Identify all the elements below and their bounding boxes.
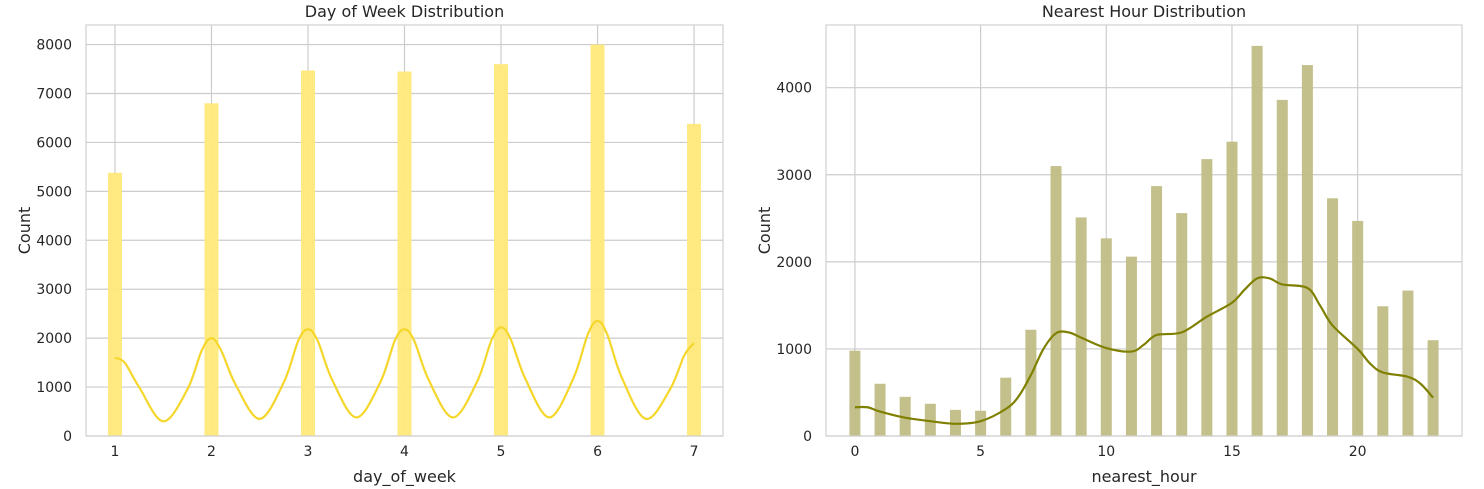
bar-nearest-hour-10 xyxy=(1100,238,1112,436)
x-axis-label-nearest-hour: nearest_hour xyxy=(1091,467,1197,487)
bars-day-of-week xyxy=(107,44,702,437)
x-tick-label: 7 xyxy=(690,444,699,460)
x-tick-label: 2 xyxy=(207,444,216,460)
bar-nearest-hour-19 xyxy=(1327,198,1339,436)
bar-nearest-hour-22 xyxy=(1402,290,1414,436)
kde-nearest-hour xyxy=(854,276,1434,425)
x-tick-label: 20 xyxy=(1349,444,1367,460)
bars-nearest-hour xyxy=(849,45,1439,437)
y-tick-label: 6000 xyxy=(36,135,72,151)
bar-nearest-hour-16 xyxy=(1251,45,1263,436)
x-tick-label: 5 xyxy=(976,444,985,460)
bar-day-of-week-2 xyxy=(204,103,219,437)
bar-nearest-hour-21 xyxy=(1377,306,1389,436)
x-tick-label: 6 xyxy=(593,444,602,460)
y-tick-label: 0 xyxy=(803,429,812,445)
bar-nearest-hour-20 xyxy=(1352,220,1364,436)
bar-nearest-hour-17 xyxy=(1276,99,1288,436)
y-tick-label: 4000 xyxy=(776,81,812,97)
x-ticks-nearest-hour: 0 5 10 15 20 xyxy=(850,444,1366,460)
chart-nearest-hour: 0 5 10 15 20 0 1000 2000 3000 4000 Nearest Hour … xyxy=(755,2,1463,487)
bar-nearest-hour-5 xyxy=(975,410,987,436)
bar-nearest-hour-11 xyxy=(1125,256,1137,436)
bar-nearest-hour-13 xyxy=(1176,213,1188,436)
y-axis-label-nearest-hour: Count xyxy=(755,207,774,255)
bar-nearest-hour-0 xyxy=(849,350,861,436)
kde-day-of-week xyxy=(114,319,695,423)
x-ticks-day-of-week: 1 2 3 4 5 6 7 xyxy=(110,444,698,460)
chart-day-of-week: 1 2 3 4 5 6 7 0 1000 2000 3000 4000 5000 6000 7000 800… xyxy=(15,2,724,487)
y-tick-label: 4000 xyxy=(36,233,72,249)
y-ticks-nearest-hour: 0 1000 2000 3000 4000 xyxy=(776,81,812,445)
bar-day-of-week-3 xyxy=(300,70,315,436)
y-tick-label: 3000 xyxy=(36,282,72,298)
bar-nearest-hour-6 xyxy=(1000,377,1012,436)
x-tick-label: 0 xyxy=(850,444,859,460)
grid-nearest-hour xyxy=(826,25,1462,437)
y-axis-label-day-of-week: Count xyxy=(15,207,34,255)
kde-line-nearest-hour xyxy=(854,276,1434,425)
x-tick-label: 3 xyxy=(304,444,313,460)
bar-day-of-week-6 xyxy=(590,44,605,436)
x-tick-label: 15 xyxy=(1223,444,1241,460)
y-tick-label: 3000 xyxy=(776,168,812,184)
bar-nearest-hour-12 xyxy=(1151,186,1163,436)
bar-nearest-hour-18 xyxy=(1301,65,1313,436)
bar-nearest-hour-9 xyxy=(1075,217,1087,436)
bar-nearest-hour-14 xyxy=(1201,159,1213,436)
y-tick-label: 0 xyxy=(63,429,72,445)
bar-nearest-hour-8 xyxy=(1050,166,1062,437)
bar-day-of-week-5 xyxy=(494,64,509,437)
y-tick-label: 7000 xyxy=(36,87,72,103)
kde-line-day-of-week xyxy=(114,319,695,423)
bar-nearest-hour-2 xyxy=(899,396,911,436)
y-tick-label: 8000 xyxy=(36,38,72,54)
bar-day-of-week-1 xyxy=(107,172,122,436)
y-tick-label: 1000 xyxy=(776,342,812,358)
y-tick-label: 5000 xyxy=(36,184,72,200)
bar-nearest-hour-3 xyxy=(924,403,936,436)
y-tick-label: 2000 xyxy=(776,255,812,271)
plot-frame-nearest-hour xyxy=(825,24,1463,437)
y-tick-label: 1000 xyxy=(36,380,72,396)
y-tick-label: 2000 xyxy=(36,331,72,347)
x-tick-label: 5 xyxy=(497,444,506,460)
chart-title-nearest-hour: Nearest Hour Distribution xyxy=(1042,2,1246,21)
bar-nearest-hour-7 xyxy=(1025,329,1037,436)
chart-title-day-of-week: Day of Week Distribution xyxy=(305,2,504,21)
bar-nearest-hour-15 xyxy=(1226,141,1238,437)
plot-frame-day-of-week xyxy=(85,24,724,437)
x-tick-label: 10 xyxy=(1097,444,1115,460)
bar-nearest-hour-1 xyxy=(874,383,886,436)
bar-day-of-week-7 xyxy=(687,123,702,436)
x-axis-label-day-of-week: day_of_week xyxy=(353,467,457,487)
x-tick-label: 1 xyxy=(110,444,119,460)
x-tick-label: 4 xyxy=(400,444,409,460)
bar-nearest-hour-23 xyxy=(1427,340,1439,436)
y-ticks-day-of-week: 0 1000 2000 3000 4000 5000 6000 7000 8000 xyxy=(36,38,72,445)
bar-day-of-week-4 xyxy=(397,71,412,436)
